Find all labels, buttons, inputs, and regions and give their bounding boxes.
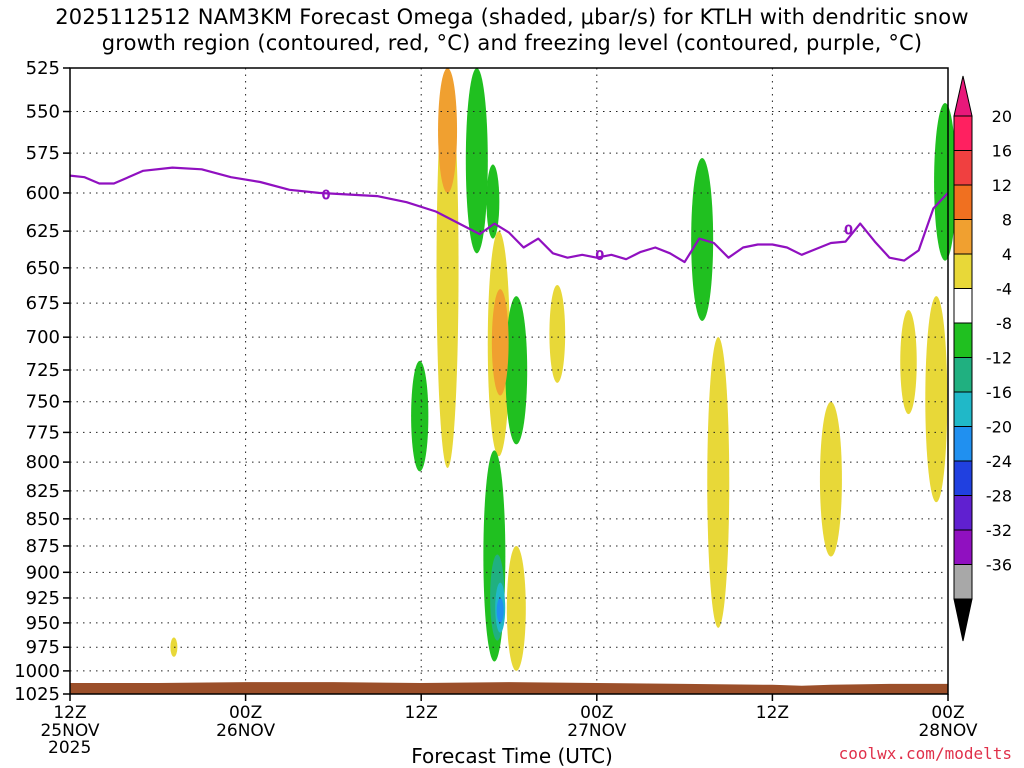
freezing-level-label: 0: [844, 224, 853, 239]
omega-region: [170, 637, 178, 657]
omega-region: [707, 337, 730, 628]
y-axis: 525 550 575 600 625 650 675 700 725 750 775 800 825 8…: [14, 58, 70, 705]
colorbar-label: -16: [986, 383, 1012, 402]
year-label: 2025: [48, 738, 92, 758]
omega-region: [934, 102, 957, 261]
colorbar-swatch: [953, 115, 973, 151]
x-tick-label: 00Z: [931, 703, 964, 723]
x-tick-label: 00Z: [229, 703, 262, 723]
colorbar-label: 20: [992, 107, 1012, 126]
colorbar-swatch: [953, 529, 973, 565]
freezing-level-line: [69, 166, 949, 264]
y-tick-label: 600: [26, 183, 60, 204]
y-tick-label: 825: [26, 481, 60, 502]
x-tick-date: 28NOV: [918, 721, 977, 741]
y-tick-label: 900: [26, 562, 60, 583]
colorbar-swatch: [953, 495, 973, 531]
colorbar-swatch: [953, 150, 973, 186]
y-tick-label: 950: [26, 613, 60, 634]
omega-shading: [170, 68, 957, 671]
omega-region: [819, 401, 842, 557]
y-tick-label: 575: [26, 143, 60, 164]
x-tick-label: 00Z: [580, 703, 613, 723]
colorbar-swatch: [953, 426, 973, 462]
colorbar-label: -4: [996, 280, 1012, 299]
omega-region: [486, 164, 500, 239]
colorbar-label: 12: [992, 176, 1012, 195]
colorbar-label: -8: [996, 314, 1012, 333]
y-tick-label: 650: [26, 258, 60, 279]
colorbar-swatch: [953, 564, 973, 600]
omega-region: [506, 545, 526, 671]
colorbar-swatch: [953, 322, 973, 358]
colorbar-label: 8: [1002, 211, 1012, 230]
y-tick-label: 700: [26, 327, 60, 348]
colorbar-top-extension: [953, 75, 973, 117]
chart-title: 2025112512 NAM3KM Forecast Omega (shaded…: [0, 4, 1024, 56]
omega-region: [411, 360, 429, 472]
colorbar-swatch: [953, 184, 973, 220]
colorbar-swatch: [953, 219, 973, 255]
y-tick-label: 550: [26, 102, 60, 123]
colorbar: 20 16 12 8 4 -4 -8 -12 -16 -20 -24 -28 -32 -36: [953, 75, 1012, 642]
omega-region: [505, 296, 528, 445]
y-tick-label: 800: [26, 452, 60, 473]
freezing-level-contour: 0 0 0: [69, 166, 949, 264]
omega-region: [900, 310, 917, 415]
colorbar-swatch: [953, 357, 973, 393]
y-tick-label: 750: [26, 392, 60, 413]
omega-region: [491, 289, 509, 396]
x-tick-date: 27NOV: [567, 721, 626, 741]
y-tick-label: 925: [26, 588, 60, 609]
credit-link[interactable]: coolwx.com/modelts: [838, 744, 1012, 763]
omega-region: [925, 296, 948, 503]
colorbar-swatch: [953, 460, 973, 496]
y-tick-label: 1025: [14, 684, 60, 705]
y-tick-label: 850: [26, 509, 60, 530]
colorbar-swatch: [953, 253, 973, 289]
x-tick-label: 12Z: [405, 703, 438, 723]
y-tick-label: 525: [26, 58, 60, 79]
colorbar-label: -12: [986, 349, 1012, 368]
y-tick-label: 1000: [14, 661, 60, 682]
colorbar-swatch: [953, 391, 973, 427]
grid-lines: [70, 68, 948, 694]
colorbar-label: -32: [986, 521, 1012, 540]
x-axis-label: Forecast Time (UTC): [411, 744, 613, 768]
y-tick-label: 625: [26, 221, 60, 242]
x-tick-date: 25NOV: [40, 721, 99, 741]
colorbar-label: -28: [986, 487, 1012, 506]
freezing-level-label: 0: [595, 249, 604, 264]
colorbar-label: -24: [986, 452, 1012, 471]
colorbar-label: -20: [986, 418, 1012, 437]
title-line-2: growth region (contoured, red, °C) and f…: [101, 31, 923, 55]
y-tick-label: 725: [26, 360, 60, 381]
y-tick-label: 675: [26, 293, 60, 314]
surface-terrain: [70, 682, 948, 694]
colorbar-swatch: [953, 288, 973, 324]
x-tick-label: 12Z: [756, 703, 789, 723]
title-line-1: 2025112512 NAM3KM Forecast Omega (shaded…: [55, 5, 969, 29]
y-tick-label: 975: [26, 637, 60, 658]
omega-region: [496, 597, 504, 623]
omega-region: [465, 68, 488, 254]
omega-region: [549, 284, 566, 383]
y-tick-label: 875: [26, 536, 60, 557]
x-tick-date: 26NOV: [216, 721, 275, 741]
x-tick-label: 12Z: [53, 703, 86, 723]
plot-frame: [69, 67, 949, 695]
colorbar-label: 16: [992, 142, 1012, 161]
colorbar-label: -36: [986, 556, 1012, 575]
colorbar-label: 4: [1002, 245, 1012, 264]
colorbar-bottom-extension: [953, 598, 973, 642]
freezing-level-label: 0: [322, 188, 331, 203]
y-tick-label: 775: [26, 422, 60, 443]
omega-region: [438, 68, 458, 193]
surface-area: [70, 682, 948, 694]
